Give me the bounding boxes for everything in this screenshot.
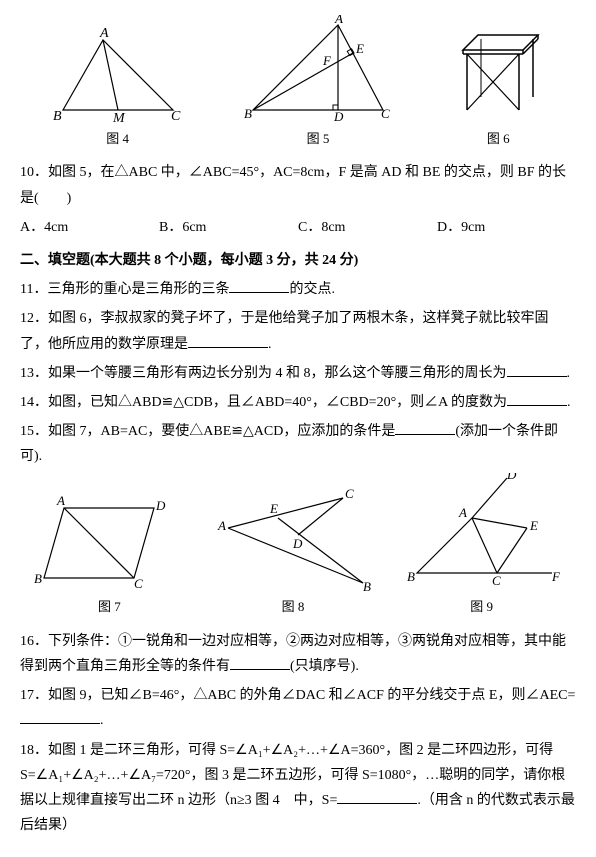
fig7-D: D — [155, 498, 166, 513]
question-11: 11．三角形的重心是三角形的三条 的交点. — [20, 277, 576, 302]
fig4-A: A — [99, 26, 109, 41]
question-16: 16．下列条件：①一锐角和一边对应相等，②两边对应相等，③两锐角对应相等，其中能… — [20, 629, 576, 679]
fig5-C: C — [381, 106, 390, 121]
fig8-caption: 图 8 — [208, 595, 378, 618]
fig8-svg: A B C D E — [208, 488, 378, 593]
fig5-caption: 图 5 — [238, 127, 398, 150]
fig6-caption: 图 6 — [443, 127, 553, 150]
fig9-D: D — [506, 473, 517, 482]
fig8-E: E — [269, 501, 278, 516]
fig5-D: D — [333, 109, 344, 124]
figure-4: A B C M 图 4 — [43, 25, 193, 150]
q12-pre: 12．如图 6，李叔叔家的凳子坏了，于是他给凳子加了两根木条，这样凳子就比较牢固… — [20, 311, 549, 351]
question-17: 17．如图 9，已知∠B=46°，△ABC 的外角∠DAC 和∠ACF 的平分线… — [20, 683, 576, 733]
q12-blank — [188, 333, 268, 348]
q17-post: . — [100, 713, 104, 728]
q13-blank — [507, 362, 567, 377]
fig7-caption: 图 7 — [29, 595, 189, 618]
q15-blank — [395, 420, 455, 435]
fig9-B: B — [407, 569, 415, 584]
figure-7: A D B C 图 7 — [29, 488, 189, 618]
fig4-C: C — [171, 109, 181, 124]
question-12: 12．如图 6，李叔叔家的凳子坏了，于是他给凳子加了两根木条，这样凳子就比较牢固… — [20, 306, 576, 356]
q14-post: . — [567, 395, 571, 410]
q18-blank — [337, 789, 417, 804]
section-2-header: 二、填空题(本大题共 8 个小题，每小题 3 分，共 24 分) — [20, 248, 576, 273]
q10-opt-b: B．6cm — [159, 215, 298, 240]
fig6-svg — [443, 25, 553, 125]
q14-pre: 14．如图，已知△ABD≌△CDB，且∠ABD=40°，∠CBD=20°，则∠A… — [20, 395, 507, 410]
q10-opt-c: C．8cm — [298, 215, 437, 240]
figures-row-top: A B C M 图 4 A B C D E F 图 5 — [20, 15, 576, 150]
figure-8: A B C D E 图 8 — [208, 488, 378, 618]
q10-opt-a: A．4cm — [20, 215, 159, 240]
fig8-A: A — [217, 518, 226, 533]
q11-blank — [229, 278, 289, 293]
fig9-F: F — [551, 569, 561, 584]
figure-6: 图 6 — [443, 25, 553, 150]
q12-post: . — [268, 337, 272, 352]
fig4-M: M — [112, 111, 126, 125]
question-18: 18．如图 1 是二环三角形，可得 S=∠A₁+∠A₂+…+∠A=360°，图 … — [20, 738, 576, 839]
fig5-svg: A B C D E F — [238, 15, 398, 125]
fig8-D: D — [292, 536, 303, 551]
q10-opt-d: D．9cm — [437, 215, 576, 240]
fig7-C: C — [134, 576, 143, 591]
question-14: 14．如图，已知△ABD≌△CDB，且∠ABD=40°，∠CBD=20°，则∠A… — [20, 390, 576, 415]
figures-row-middle: A D B C 图 7 A B C D E 图 8 B C — [20, 473, 576, 618]
fig5-E: E — [355, 41, 364, 56]
question-13: 13．如果一个等腰三角形有两边长分别为 4 和 8，那么这个等腰三角形的周长为. — [20, 361, 576, 386]
fig9-E: E — [529, 518, 538, 533]
fig5-B: B — [244, 106, 252, 121]
q11-post: 的交点. — [289, 282, 335, 297]
fig8-C: C — [345, 488, 354, 501]
q17-pre: 17．如图 9，已知∠B=46°，△ABC 的外角∠DAC 和∠ACF 的平分线… — [20, 688, 575, 703]
fig8-B: B — [363, 579, 371, 593]
fig5-F: F — [322, 53, 332, 68]
fig9-C: C — [492, 573, 501, 588]
fig4-svg: A B C M — [43, 25, 193, 125]
q18-seg3: 图 4 中，S= — [255, 793, 337, 808]
q16-post: (只填序号). — [290, 659, 359, 674]
q17-blank — [20, 709, 100, 724]
fig5-A: A — [334, 15, 343, 26]
fig9-caption: 图 9 — [397, 595, 567, 618]
q11-pre: 11．三角形的重心是三角形的三条 — [20, 282, 229, 297]
q14-blank — [507, 391, 567, 406]
figure-5: A B C D E F 图 5 — [238, 15, 398, 150]
fig7-svg: A D B C — [29, 488, 189, 593]
fig4-caption: 图 4 — [43, 127, 193, 150]
q13-post: . — [567, 366, 571, 381]
q10-options: A．4cm B．6cm C．8cm D．9cm — [20, 215, 576, 240]
q13-pre: 13．如果一个等腰三角形有两边长分别为 4 和 8，那么这个等腰三角形的周长为 — [20, 366, 507, 381]
fig7-A: A — [56, 493, 65, 508]
question-10: 10．如图 5，在△ABC 中，∠ABC=45°，AC=8cm，F 是高 AD … — [20, 160, 576, 210]
question-15: 15．如图 7，AB=AC，要使△ABE≌△ACD，应添加的条件是(添加一个条件… — [20, 419, 576, 469]
fig7-B: B — [34, 571, 42, 586]
q16-blank — [230, 655, 290, 670]
figure-9: B C A D E F 图 9 — [397, 473, 567, 618]
fig9-A: A — [458, 505, 467, 520]
q15-pre: 15．如图 7，AB=AC，要使△ABE≌△ACD，应添加的条件是 — [20, 424, 395, 439]
fig4-B: B — [53, 109, 62, 124]
fig9-svg: B C A D E F — [397, 473, 567, 593]
q18-seg1: 18．如图 1 是二环三角形，可得 S=∠A₁+∠A₂+…+∠A=360°，图 … — [20, 743, 553, 758]
